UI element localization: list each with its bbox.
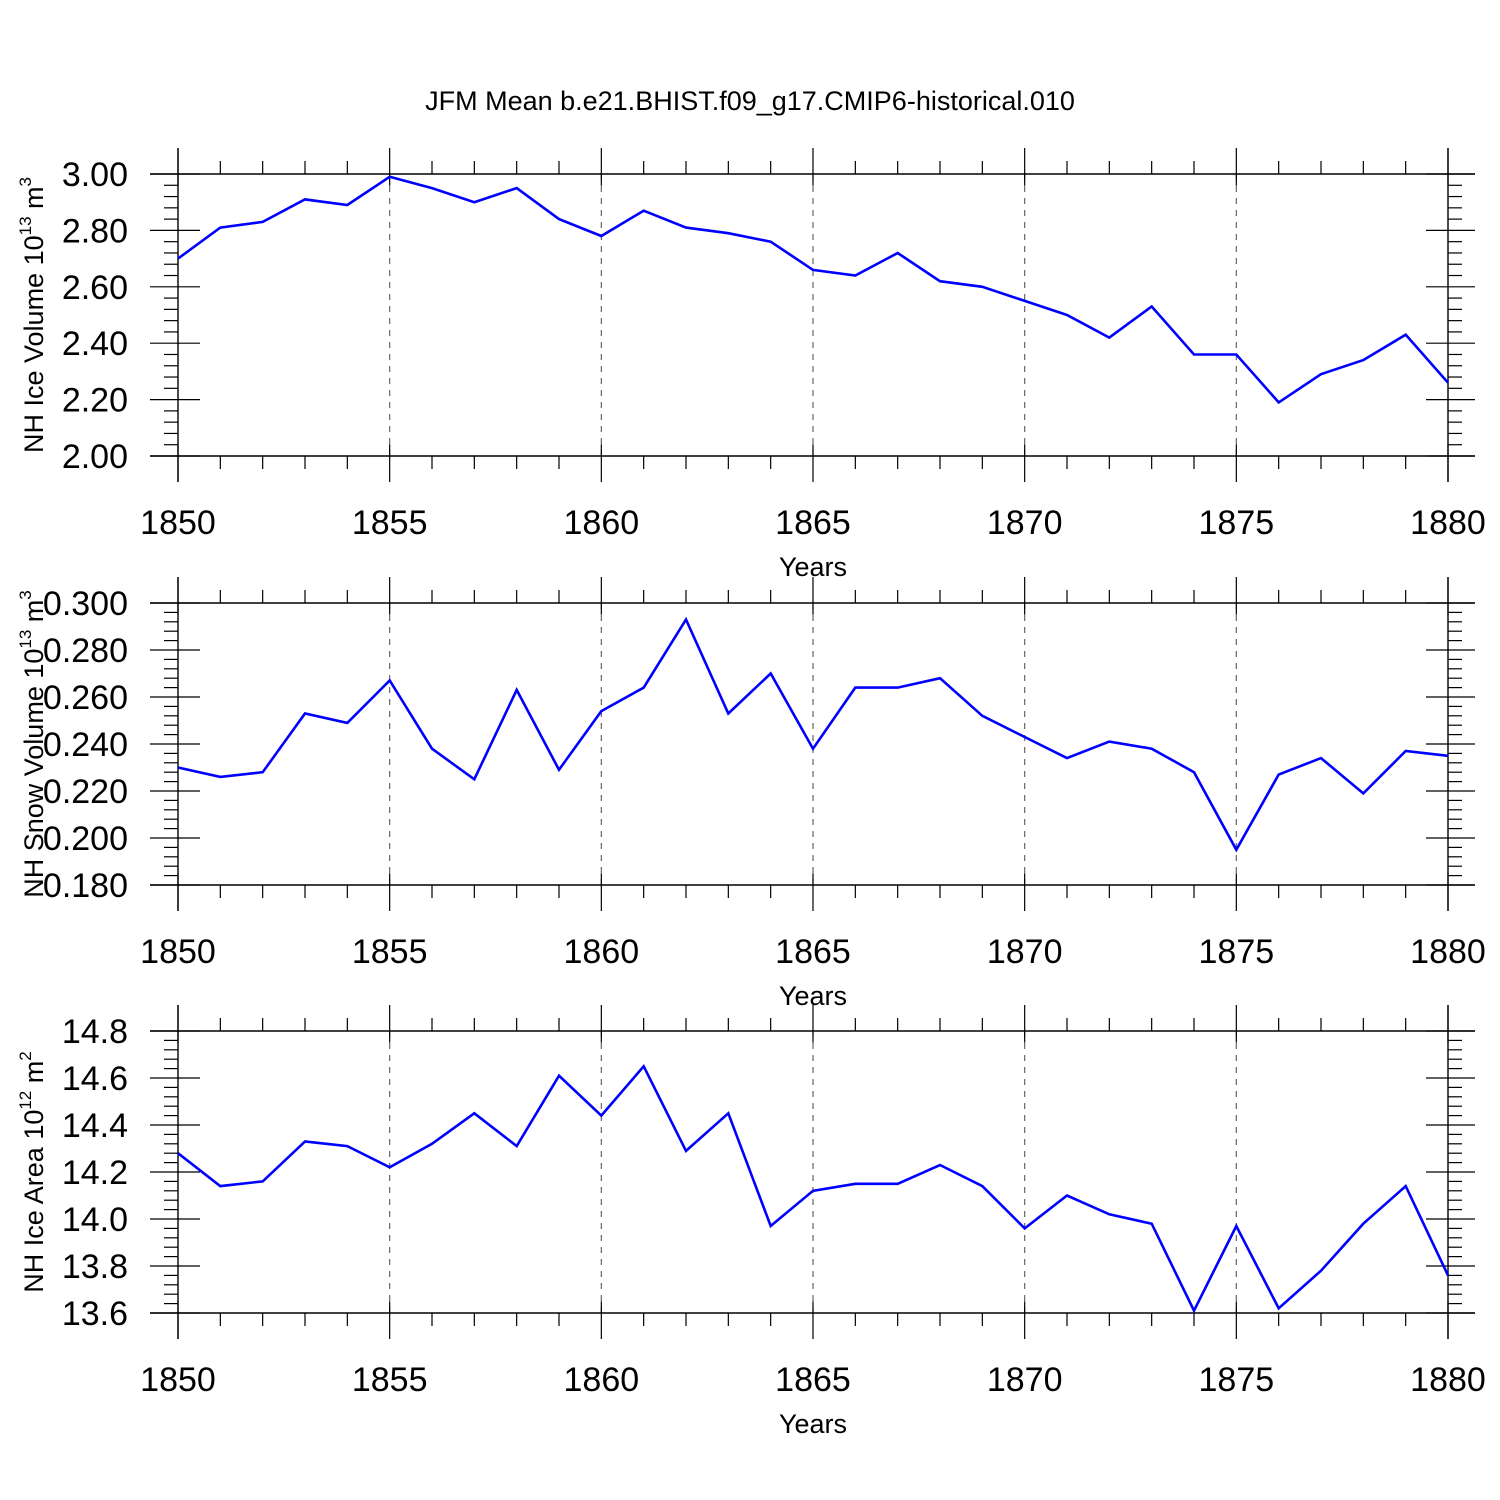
y-tick-label: 2.40: [62, 325, 128, 363]
x-tick-label: 1865: [775, 1361, 851, 1399]
y-tick-label: 13.8: [62, 1248, 128, 1286]
y-axis-label: NH Ice Volume 1013 m3: [16, 177, 49, 453]
data-series-line: [177, 1063, 1450, 1314]
y-tick-label: 14.4: [62, 1107, 128, 1145]
y-tick-label: 14.6: [62, 1060, 128, 1098]
y-axis-label: NH Snow Volume 1013 m3: [16, 590, 49, 898]
y-tick-label: 2.20: [62, 382, 128, 420]
y-tick-label: 3.00: [62, 156, 128, 194]
y-tick-label: 0.180: [43, 867, 128, 905]
panels: 2.00 2.20 2.40 2.60 2.80 3.00 1850 1855 1860 1865…: [16, 148, 1486, 1439]
x-tick-label: 1860: [564, 933, 640, 971]
x-tick-label: 1870: [987, 1361, 1063, 1399]
x-tick-label: 1870: [987, 504, 1063, 542]
y-axis-label-unit-exponent: 3: [16, 590, 35, 599]
x-tick-label: 1880: [1410, 1361, 1486, 1399]
x-tick-label: 1850: [140, 504, 216, 542]
x-tick-label: 1850: [140, 1361, 216, 1399]
y-tick-label: 14.2: [62, 1154, 128, 1192]
x-tick-label: 1850: [140, 933, 216, 971]
y-tick-label: 0.220: [43, 773, 128, 811]
x-tick-label: 1860: [564, 1361, 640, 1399]
y-tick-label: 2.00: [62, 438, 128, 476]
x-tick-label: 1875: [1199, 1361, 1275, 1399]
y-axis-label-text: NH Ice Area 10: [19, 1110, 49, 1293]
y-axis-label-unit: m: [19, 186, 49, 216]
x-axis-label: Years: [779, 1409, 847, 1439]
y-axis-label-exponent: 13: [16, 216, 35, 235]
x-tick-label: 1855: [352, 1361, 428, 1399]
y-axis-label: NH Ice Area 1012 m2: [16, 1051, 49, 1292]
chart-panel-3: 13.6 13.8 14.0 14.2 14.4 14.6 14.8 1850 1855 1860…: [16, 1005, 1486, 1439]
y-tick-label: 0.280: [43, 632, 128, 670]
chart-panel-1: 2.00 2.20 2.40 2.60 2.80 3.00 1850 1855 1860 1865…: [16, 148, 1486, 582]
x-tick-label: 1870: [987, 933, 1063, 971]
y-tick-label: 14.8: [62, 1013, 128, 1051]
y-tick-label: 0.300: [43, 585, 128, 623]
x-tick-label: 1865: [775, 504, 851, 542]
x-tick-label: 1865: [775, 933, 851, 971]
y-axis-label-unit: m: [19, 600, 49, 630]
y-axis-label-exponent: 12: [16, 1091, 35, 1110]
data-series-line: [177, 616, 1449, 853]
y-axis-label-unit-exponent: 2: [16, 1051, 35, 1060]
x-tick-label: 1855: [352, 933, 428, 971]
y-tick-label: 2.60: [62, 269, 128, 307]
x-tick-label: 1880: [1410, 933, 1486, 971]
figure-title: JFM Mean b.e21.BHIST.f09_g17.CMIP6-histo…: [425, 86, 1075, 116]
x-tick-label: 1875: [1199, 933, 1275, 971]
y-axis-label-text: NH Snow Volume 10: [19, 649, 49, 898]
x-tick-label: 1875: [1199, 504, 1275, 542]
y-tick-label: 0.200: [43, 820, 128, 858]
y-tick-label: 0.240: [43, 726, 128, 764]
y-tick-label: 0.260: [43, 679, 128, 717]
data-series-line: [177, 175, 1449, 405]
y-axis-label-unit: m: [19, 1061, 49, 1091]
y-tick-label: 2.80: [62, 212, 128, 250]
y-axis-label-text: NH Ice Volume 10: [19, 235, 49, 453]
x-tick-label: 1880: [1410, 504, 1486, 542]
y-axis-label-exponent: 13: [16, 630, 35, 649]
y-axis-label-unit-exponent: 3: [16, 177, 35, 186]
y-tick-label: 14.0: [62, 1201, 128, 1239]
x-tick-label: 1855: [352, 504, 428, 542]
y-tick-label: 13.6: [62, 1295, 128, 1333]
chart-panel-2: 0.180 0.200 0.220 0.240 0.260 0.280 0.300 1850 1…: [16, 577, 1486, 1011]
x-tick-label: 1860: [564, 504, 640, 542]
